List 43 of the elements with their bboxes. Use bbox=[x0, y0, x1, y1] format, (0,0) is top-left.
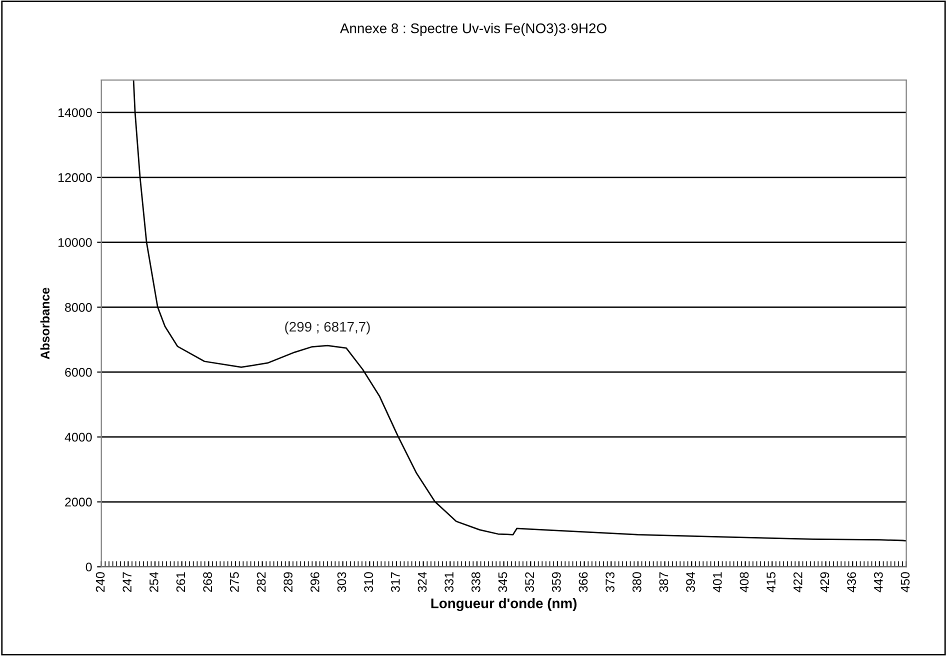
x-tick-label: 359 bbox=[552, 572, 561, 592]
x-tick-label: 352 bbox=[525, 572, 534, 592]
y-axis-title: Absorbance bbox=[40, 288, 50, 360]
x-tick-label: 443 bbox=[874, 572, 883, 592]
y-tick-label: 12000 bbox=[58, 173, 92, 182]
x-tick-label: 254 bbox=[149, 572, 158, 592]
x-tick-label: 380 bbox=[632, 572, 642, 592]
annotation: (299 ; 6817,7) bbox=[285, 321, 370, 334]
x-tick-label: 408 bbox=[740, 572, 749, 592]
y-tick-label: 4000 bbox=[64, 432, 92, 442]
y-tick-label: 8000 bbox=[65, 302, 92, 312]
x-tick-label: 317 bbox=[390, 572, 400, 592]
x-tick-label: 373 bbox=[606, 572, 614, 592]
x-tick-label: 366 bbox=[578, 572, 588, 592]
x-tick-label: 422 bbox=[793, 572, 802, 592]
x-tick-label: 401 bbox=[712, 572, 722, 592]
x-tick-label: 268 bbox=[203, 572, 212, 592]
x-axis-title: Longueur d'onde (nm) bbox=[431, 598, 577, 612]
x-tick-label: 331 bbox=[444, 572, 454, 592]
x-tick-label: 338 bbox=[471, 572, 480, 592]
x-tick-label: 247 bbox=[122, 572, 132, 592]
x-tick-label: 296 bbox=[310, 572, 320, 592]
x-tick-label: 387 bbox=[659, 572, 668, 592]
x-tick-label: 275 bbox=[230, 572, 239, 592]
x-tick-label: 282 bbox=[256, 572, 266, 592]
x-tick-label: 303 bbox=[337, 572, 346, 592]
x-tick-label: 289 bbox=[284, 572, 293, 592]
y-tick-label: 0 bbox=[86, 562, 92, 572]
x-tick-label: 394 bbox=[686, 572, 695, 592]
y-tick-label: 10000 bbox=[58, 238, 92, 247]
x-tick-label: 345 bbox=[498, 572, 508, 592]
x-tick-label: 240 bbox=[96, 572, 105, 592]
y-tick-label: 2000 bbox=[65, 498, 92, 507]
x-tick-label: 324 bbox=[418, 572, 427, 592]
x-tick-label: 310 bbox=[364, 572, 373, 592]
x-tick-label: 261 bbox=[176, 572, 186, 592]
x-tick-label: 450 bbox=[900, 572, 910, 592]
x-tick-label: 436 bbox=[847, 572, 856, 592]
x-tick-label: 415 bbox=[766, 572, 776, 592]
x-tick-label: 429 bbox=[820, 572, 830, 592]
y-tick-label: 14000 bbox=[58, 108, 92, 118]
y-tick-label: 6000 bbox=[65, 368, 92, 377]
chart-title: Annexe 8 : Spectre Uv-vis Fe(NO3)3·9H2O bbox=[340, 23, 606, 36]
